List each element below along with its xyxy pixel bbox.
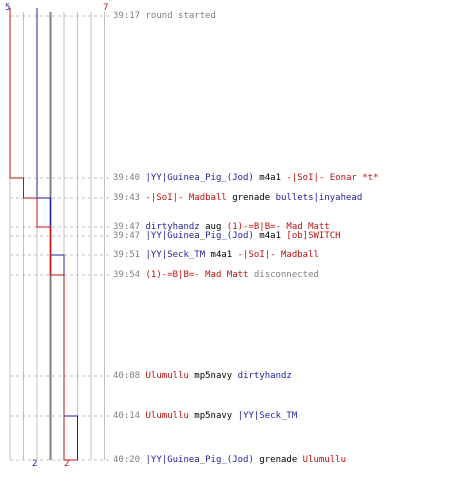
event-text: disconnected (248, 270, 319, 280)
event-row: 39:47 |YY|Guinea_Pig_(Jod) m4a1 [ob]SWIT… (113, 231, 341, 241)
event-time: 39:54 (113, 270, 141, 280)
event-time: 39:51 (113, 250, 141, 260)
event-text: -|SoI|- Madball (237, 250, 319, 260)
event-text: -|SoI|- Eonar *t* (286, 173, 379, 183)
event-text: m4a1 (205, 250, 238, 260)
event-text: aug (199, 222, 227, 232)
event-row: 39:47 dirtyhandz aug (1)-=B|B=- Mad Matt (113, 222, 330, 232)
red-end-count: 2 (64, 459, 70, 469)
event-text: (1)-=B|B=- Mad Matt (226, 222, 330, 232)
event-text: |YY|Guinea_Pig_(Jod) (145, 455, 254, 465)
red-team-step-line (9, 8, 78, 461)
event-time: 39:47 (113, 231, 141, 241)
event-row: 39:43 -|SoI|- Madball grenade bullets|in… (113, 193, 362, 203)
event-row: 39:51 |YY|Seck_TM m4a1 -|SoI|- Madball (113, 250, 319, 260)
event-row: 39:17 round started (113, 11, 216, 21)
event-text: Ulumullu (145, 371, 189, 381)
blue-team-step-line (36, 8, 78, 460)
event-row: 40:14 Ulumullu mp5navy |YY|Seck_TM (113, 411, 297, 421)
event-time: 39:40 (113, 173, 141, 183)
event-text: bullets|inyahead (275, 193, 363, 203)
event-text: |YY|Seck_TM (237, 411, 298, 421)
event-time: 39:47 (113, 222, 141, 232)
event-text: -|SoI|- Madball (145, 193, 227, 203)
event-text: m4a1 (253, 231, 287, 241)
red-start-count: 7 (103, 3, 109, 13)
event-time: 39:17 (113, 11, 141, 21)
event-text: round started (145, 11, 216, 21)
event-row: 40:08 Ulumullu mp5navy dirtyhandz (113, 371, 292, 381)
event-time: 39:43 (113, 193, 141, 203)
event-row: 39:40 |YY|Guinea_Pig_(Jod) m4a1 -|SoI|- … (113, 173, 379, 183)
event-text: grenade (226, 193, 276, 203)
event-text: dirtyhandz (237, 371, 292, 381)
event-text: mp5navy (188, 411, 238, 421)
event-text: |YY|Guinea_Pig_(Jod) (145, 173, 254, 183)
event-text: |YY|Guinea_Pig_(Jod) (145, 231, 254, 241)
blue-end-count: 2 (32, 459, 38, 469)
event-row: 39:54 (1)-=B|B=- Mad Matt disconnected (113, 270, 319, 280)
event-text: [ob]SWITCH (286, 231, 341, 241)
event-text: mp5navy (188, 371, 238, 381)
event-text: |YY|Seck_TM (145, 250, 206, 260)
event-time: 40:08 (113, 371, 141, 381)
event-row: 40:20 |YY|Guinea_Pig_(Jod) grenade Ulumu… (113, 455, 346, 465)
event-text: grenade (253, 455, 303, 465)
event-time: 40:20 (113, 455, 141, 465)
event-text: dirtyhandz (145, 222, 200, 232)
event-time: 40:14 (113, 411, 141, 421)
event-text: Ulumullu (302, 455, 347, 465)
blue-start-count: 5 (5, 3, 11, 13)
event-text: (1)-=B|B=- Mad Matt (145, 270, 249, 280)
event-text: m4a1 (253, 173, 287, 183)
event-text: Ulumullu (145, 411, 189, 421)
